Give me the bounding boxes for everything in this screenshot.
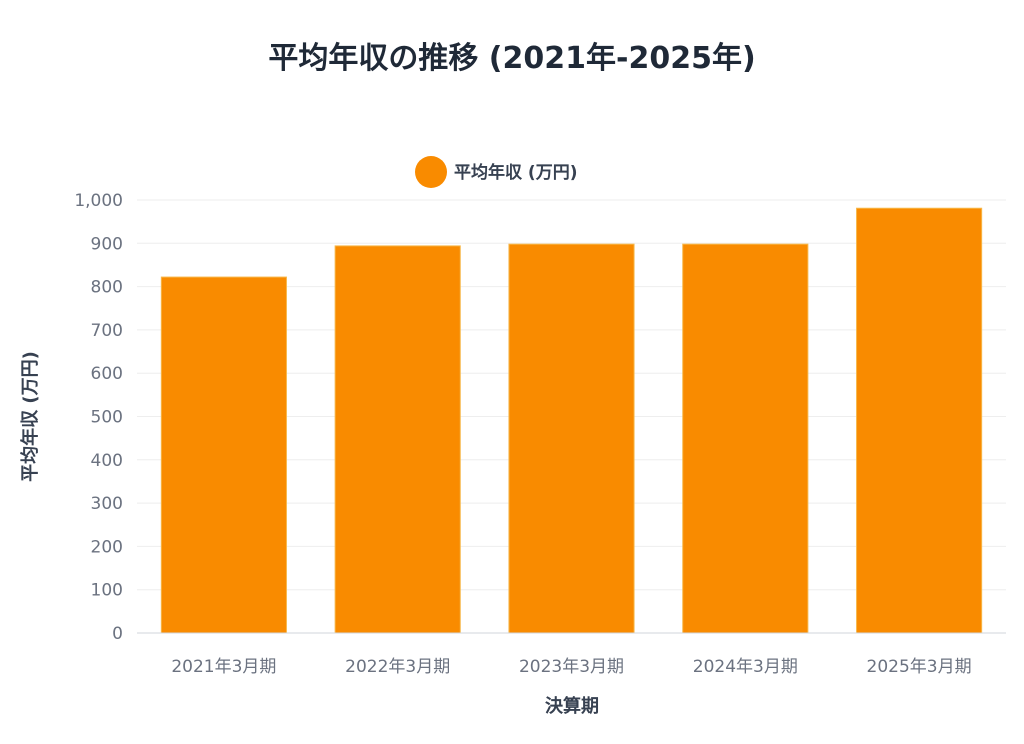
bar[interactable] — [508, 243, 635, 634]
y-tick-label: 700 — [91, 321, 123, 341]
legend-label: 平均年収 (万円) — [454, 162, 577, 183]
x-tick-label: 2023年3月期 — [519, 657, 624, 677]
y-tick-label: 300 — [91, 494, 123, 514]
legend-swatch — [415, 156, 447, 188]
y-tick-label: 600 — [91, 364, 123, 384]
x-axis-title: 決算期 — [545, 695, 599, 717]
y-tick-label: 500 — [91, 408, 123, 428]
y-axis-title: 平均年収 (万円) — [19, 351, 41, 482]
bars — [160, 207, 983, 634]
y-tick-label: 900 — [91, 234, 123, 254]
bar[interactable] — [856, 207, 983, 634]
x-tick-label: 2021年3月期 — [171, 657, 276, 677]
y-tick-label: 400 — [91, 451, 123, 471]
y-tick-label: 100 — [91, 581, 123, 601]
x-tick-label: 2024年3月期 — [693, 657, 798, 677]
y-tick-label: 800 — [91, 278, 123, 298]
y-tick-label: 0 — [112, 624, 123, 644]
y-tick-label: 200 — [91, 537, 123, 557]
bar[interactable] — [682, 243, 809, 634]
x-tick-label: 2025年3月期 — [867, 657, 972, 677]
bar[interactable] — [160, 276, 287, 634]
bar[interactable] — [334, 245, 461, 634]
y-axis-ticks: 0 100 200 300 400 500 600 700 800 900 1,000 — [74, 191, 123, 644]
legend: 平均年収 (万円) — [415, 156, 577, 188]
x-axis-ticks: 2021年3月期 2022年3月期 2023年3月期 2024年3月期 2025年3月期 — [171, 657, 971, 677]
x-tick-label: 2022年3月期 — [345, 657, 450, 677]
chart-title: 平均年収の推移 (2021年-2025年) — [268, 41, 755, 76]
y-tick-label: 1,000 — [74, 191, 123, 211]
